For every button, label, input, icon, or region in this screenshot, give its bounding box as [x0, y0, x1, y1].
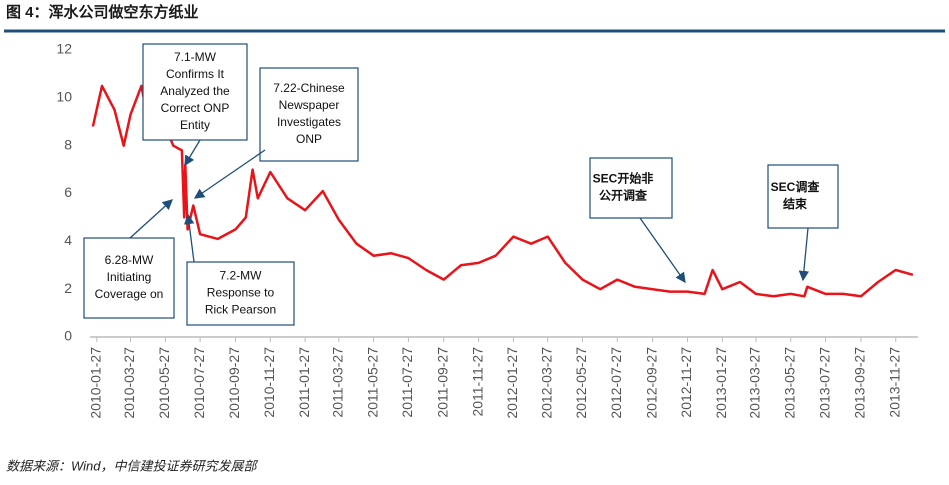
x-tick-label: 2011-01-27 — [296, 347, 312, 418]
chart-title: 图 4：浑水公司做空东方纸业 — [6, 3, 199, 21]
annotation-text: SEC调查 — [771, 179, 821, 194]
x-tick-label: 2010-11-27 — [261, 347, 277, 418]
x-tick-label: 2011-07-27 — [399, 347, 415, 418]
annotation-arrow — [184, 139, 201, 167]
annotation-box — [186, 261, 295, 326]
y-tick-label: 0 — [64, 328, 72, 344]
annotation-text: 公开调查 — [599, 188, 648, 203]
x-tick-label: 2010-05-27 — [156, 347, 172, 419]
annotation-arrow — [798, 227, 810, 282]
x-tick-label: 2010-07-27 — [191, 347, 207, 419]
annotation-box — [83, 237, 175, 319]
x-tick-label: 2012-11-27 — [678, 347, 694, 418]
annotation-box — [142, 43, 248, 141]
x-tick-label: 2010-09-27 — [226, 347, 242, 419]
y-tick-label: 10 — [56, 89, 72, 105]
annotation-arrow — [129, 199, 173, 239]
annotation-arrow — [193, 149, 266, 199]
annotation-text: ONP — [296, 132, 322, 146]
source-note: 数据来源：Wind，中信建投证券研究发展部 — [6, 458, 259, 473]
annotation-text: SEC开始非 — [593, 171, 654, 186]
annotation-text: Rick Pearson — [205, 303, 276, 317]
annotation-box — [589, 157, 673, 219]
y-tick-label: 2 — [64, 280, 72, 296]
x-tick-label: 2012-07-27 — [608, 347, 624, 419]
annotation-text: 结束 — [783, 196, 808, 211]
x-tick-label: 2010-01-27 — [88, 347, 104, 419]
x-tick-label: 2011-03-27 — [330, 347, 346, 418]
annotation-text: Confirms It — [166, 67, 225, 81]
x-tick-label: 2013-11-27 — [886, 347, 902, 418]
annotation-text: 6.28-MW — [105, 253, 154, 267]
x-tick-label: 2013-09-27 — [852, 347, 868, 419]
annotation-box — [767, 164, 839, 229]
annotation-arrow — [639, 217, 686, 284]
annotation-text: 7.1-MW — [174, 50, 217, 64]
x-tick-label: 2013-05-27 — [781, 347, 797, 419]
x-tick-label: 2012-01-27 — [504, 347, 520, 419]
y-tick-label: 12 — [56, 41, 72, 57]
annotation-text: Correct ONP — [161, 101, 230, 115]
x-tick-label: 2010-03-27 — [121, 347, 137, 419]
x-tick-label: 2011-11-27 — [469, 347, 485, 417]
annotation-text: Initiating — [107, 270, 152, 284]
annotation-text: 7.22-Chinese — [273, 81, 345, 95]
x-tick-label: 2012-05-27 — [573, 347, 589, 419]
annotation-text: Entity — [180, 118, 210, 132]
annotation-text: Newspaper — [279, 98, 340, 112]
annotation-text: Coverage on — [95, 287, 164, 301]
x-tick-label: 2013-07-27 — [816, 347, 832, 419]
annotation-text: Investigates — [277, 115, 341, 129]
x-tick-label: 2013-01-27 — [713, 347, 729, 419]
x-tick-label: 2012-09-27 — [643, 347, 659, 419]
x-tick-label: 2011-09-27 — [435, 347, 451, 418]
annotation-text: Analyzed the — [160, 84, 230, 98]
x-tick-label: 2012-03-27 — [538, 347, 554, 419]
y-tick-label: 6 — [64, 184, 72, 200]
annotation-box — [259, 67, 359, 162]
annotation-arrow — [183, 213, 195, 263]
y-tick-label: 8 — [64, 136, 72, 152]
x-tick-label: 2011-05-27 — [364, 347, 380, 418]
x-tick-label: 2013-03-27 — [747, 347, 763, 419]
y-tick-label: 4 — [64, 232, 72, 248]
annotation-text: Response to — [207, 286, 275, 300]
annotation-text: 7.2-MW — [220, 269, 263, 283]
price-line — [91, 84, 914, 298]
